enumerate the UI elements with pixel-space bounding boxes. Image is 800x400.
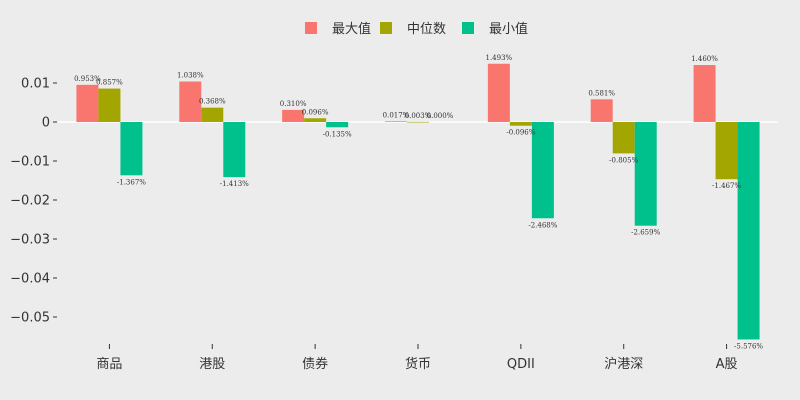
data-label-3-1: 0.003%	[405, 112, 432, 120]
x-tick-label-5: 沪港深	[604, 356, 643, 372]
bar-6-1	[715, 122, 738, 180]
bar-2-0	[282, 109, 305, 122]
x-tick-label-3: 货币	[405, 356, 431, 372]
data-labels: 0.953%0.857% -1.367% 1.038% 0.368% -1.413% 0.…	[74, 54, 763, 351]
x-tick-label-1: 港股	[199, 357, 225, 372]
legend-swatch-1	[380, 22, 392, 34]
y-tick-label-6: −0.05	[10, 311, 50, 326]
data-label-6-2: -5.576%	[734, 342, 763, 350]
bar-0-1	[98, 88, 121, 122]
x-tick-label-2: 债券	[302, 356, 328, 372]
bar-5-0	[590, 99, 613, 122]
data-label-6-0: 1.460%	[691, 55, 718, 63]
legend-label-1: 中位数	[407, 22, 446, 37]
x-tick-label-6: A股	[716, 357, 738, 372]
data-label-4-0: 1.493%	[486, 54, 513, 62]
data-label-2-2: -0.135%	[323, 130, 352, 138]
x-tick-label-4: QDII	[507, 357, 535, 372]
bar-1-1	[201, 107, 224, 122]
bar-4-1	[509, 122, 532, 126]
data-label-0-2: -1.367%	[117, 178, 146, 186]
data-label-2-0: 0.310%	[280, 100, 307, 108]
data-label-4-1: -0.096%	[506, 129, 535, 137]
legend-swatch-0	[305, 22, 317, 34]
legend: 最大值 中位数 最小值	[305, 21, 528, 37]
bars	[76, 63, 760, 340]
data-label-4-2: -2.468%	[528, 221, 557, 229]
y-tick-label-2: −0.01	[10, 155, 50, 170]
legend-label-2: 最小值	[489, 21, 528, 37]
y-tick-label-4: −0.03	[10, 233, 50, 248]
data-label-5-0: 0.581%	[588, 89, 615, 97]
data-label-3-2: 0.000%	[427, 112, 454, 120]
legend-label-0: 最大值	[332, 21, 371, 37]
data-label-1-2: -1.413%	[220, 180, 249, 188]
y-tick-label-3: −0.02	[10, 194, 50, 209]
bar-5-2	[634, 122, 657, 226]
bar-4-0	[487, 63, 510, 122]
bar-2-1	[304, 118, 327, 122]
bar-1-0	[179, 81, 202, 122]
y-tick-label-5: −0.04	[10, 272, 50, 287]
x-axis: 商品 港股 债券 货币 QDII 沪港深 A股	[96, 344, 738, 372]
data-label-2-1: 0.096%	[302, 108, 329, 116]
x-tick-label-0: 商品	[96, 357, 122, 372]
bar-6-0	[693, 65, 716, 122]
bar-2-2	[326, 122, 349, 128]
data-label-1-0: 1.038%	[177, 72, 204, 80]
data-label-1-1: 0.368%	[199, 98, 226, 106]
data-label-5-2: -2.659%	[631, 229, 660, 237]
bar-0-2	[120, 122, 143, 176]
bar-3-1	[407, 121, 429, 123]
data-label-5-1: -0.805%	[609, 156, 638, 164]
bar-0-0	[76, 84, 99, 122]
y-tick-label-1: 0	[42, 116, 50, 131]
legend-swatch-2	[462, 22, 474, 34]
bar-6-2	[737, 122, 760, 340]
y-tick-label-0: 0.01	[21, 77, 50, 92]
bar-4-2	[531, 122, 554, 219]
data-label-3-0: 0.017%	[383, 111, 410, 119]
bar-1-2	[223, 122, 246, 178]
y-axis: 0.01 0 −0.01 −0.02 −0.03 −0.04 −0.05	[10, 77, 57, 326]
bar-5-1	[612, 122, 635, 154]
data-label-0-0: 0.953%	[74, 75, 101, 83]
data-label-6-1: -1.467%	[712, 182, 741, 190]
data-label-0-1: 0.857%	[96, 79, 123, 87]
bar-3-0	[385, 121, 407, 122]
